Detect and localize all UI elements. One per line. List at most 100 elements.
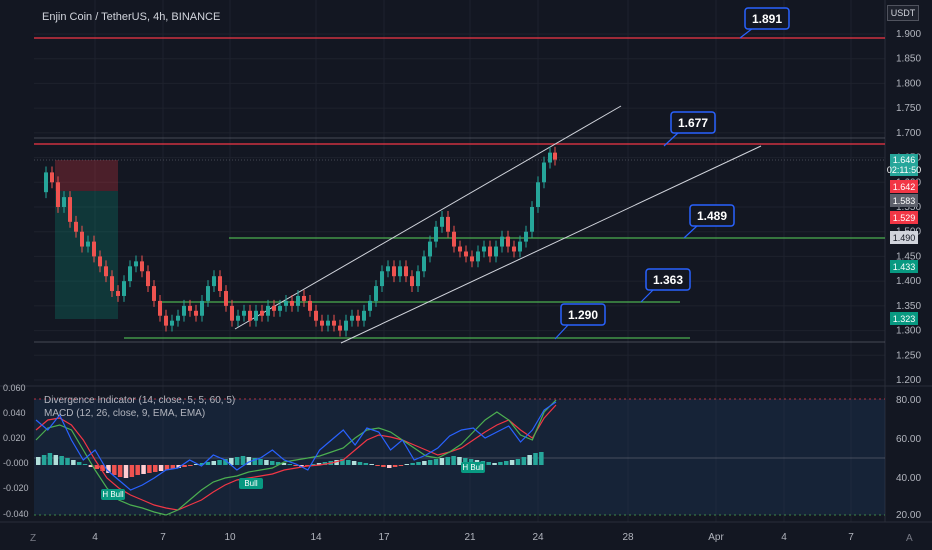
macd-histogram-bar <box>515 459 521 465</box>
price-axis-label: 1.850 <box>896 54 921 65</box>
price-axis-label: 1.400 <box>896 276 921 287</box>
candle-body <box>236 315 240 321</box>
candle-body <box>206 286 210 301</box>
rsi-axis-label: 40.00 <box>896 473 921 484</box>
price-axis-label: 1.700 <box>896 128 921 139</box>
price-tag-1323: 1.323 <box>890 312 918 325</box>
time-axis-label: 10 <box>224 532 236 543</box>
macd-line <box>35 399 557 516</box>
macd-histogram-bar <box>199 463 205 465</box>
macd-histogram-bar <box>41 455 47 465</box>
candle-body <box>272 305 276 311</box>
price-tag-1642: 1.642 <box>890 180 918 193</box>
callout-text-1: 1.677 <box>678 116 708 130</box>
macd-histogram-bar <box>293 465 298 466</box>
candle-body <box>296 295 300 306</box>
candle-body <box>536 182 540 207</box>
macd-histogram-bar <box>164 465 170 470</box>
macd-histogram-bar <box>258 459 263 465</box>
candle-body <box>326 320 330 326</box>
price-tag-1529: 1.529 <box>890 211 918 224</box>
macd-histogram-bar <box>223 459 228 465</box>
candle-body <box>470 256 474 262</box>
macd-histogram-bar <box>445 457 450 465</box>
macd-histogram-bar <box>492 463 497 465</box>
channel-lower-line <box>340 145 762 344</box>
currency-selector[interactable]: USDT <box>887 5 919 21</box>
time-axis-label: 14 <box>310 532 322 543</box>
macd-histogram-bar <box>264 460 269 465</box>
macd-histogram-bar <box>527 455 532 465</box>
candle-body <box>56 182 60 207</box>
candle-body <box>194 310 198 316</box>
callout-box <box>645 268 691 291</box>
macd-indicator-title[interactable]: MACD (12, 26, close, 9, EMA, EMA) <box>44 408 206 419</box>
macd-histogram-bar <box>188 465 193 466</box>
candle-body <box>92 241 96 257</box>
macd-histogram-bar <box>71 460 76 465</box>
macd-histogram-bar <box>410 463 415 465</box>
callout-pointer <box>640 288 655 303</box>
bar-countdown: 02:11:50 <box>886 165 922 175</box>
candle-body <box>476 251 480 262</box>
macd-histogram-bar <box>433 459 439 465</box>
candle-body <box>416 271 420 287</box>
callout-box <box>670 111 716 134</box>
macd-histogram-bar <box>53 455 59 465</box>
macd-histogram-bar <box>246 457 252 465</box>
candle-body <box>62 197 66 207</box>
macd-histogram-bar <box>275 462 281 465</box>
candle-body <box>368 300 372 311</box>
candle-body <box>404 266 408 277</box>
callout-box <box>689 204 735 227</box>
macd-histogram-bar <box>463 458 468 465</box>
macd-histogram-bar <box>299 465 304 467</box>
macd-axis-label: -0.020 <box>3 483 29 493</box>
time-axis-label: 17 <box>378 532 390 543</box>
macd-histogram-bar <box>521 457 527 465</box>
candle-body <box>458 246 462 252</box>
candle-body <box>278 305 282 311</box>
candle-body <box>224 291 228 306</box>
macd-histogram-bar <box>509 460 515 465</box>
price-channel <box>234 105 762 344</box>
timezone-button[interactable]: Z <box>30 533 37 544</box>
candle-body <box>386 266 390 272</box>
candle-body <box>338 325 342 331</box>
divergence-indicator-title[interactable]: Divergence Indicator (14, close, 5, 5, 6… <box>44 395 236 406</box>
candle-body <box>140 261 144 272</box>
candle-body <box>128 266 132 282</box>
candle-body <box>200 300 204 316</box>
auto-scale-button[interactable]: A <box>906 533 913 544</box>
price-axis-label: 1.300 <box>896 326 921 337</box>
candle-body <box>290 300 294 306</box>
price-tag-1433: 1.433 <box>890 260 918 273</box>
horizontal-lines <box>34 37 885 343</box>
macd-histogram-bar <box>106 465 111 473</box>
candle-body <box>410 276 414 287</box>
position-zones <box>55 160 118 319</box>
candle-body <box>230 305 234 321</box>
candle-body <box>428 241 432 257</box>
macd-histogram-bar <box>340 459 345 465</box>
grid-lines <box>0 0 932 522</box>
candle-body <box>218 276 222 292</box>
macd-histogram-bar <box>229 458 234 465</box>
divergence-label-bg <box>461 462 485 473</box>
macd-histogram-bar <box>457 457 462 465</box>
callout-text-4: 1.290 <box>568 308 598 322</box>
candle-body <box>500 236 504 247</box>
macd-histogram-bar <box>147 465 152 473</box>
candle-body <box>284 300 288 306</box>
candle-body <box>158 300 162 316</box>
macd-histogram-bar <box>533 453 538 465</box>
macd-histogram-bar <box>322 462 328 465</box>
stop-loss-zone <box>55 160 118 191</box>
candle-body <box>308 300 312 311</box>
macd-histogram-bar <box>234 457 240 465</box>
candle-body <box>350 315 354 321</box>
candle-body <box>518 241 522 252</box>
candle-body <box>98 256 102 267</box>
price-axis-label: 1.750 <box>896 103 921 114</box>
